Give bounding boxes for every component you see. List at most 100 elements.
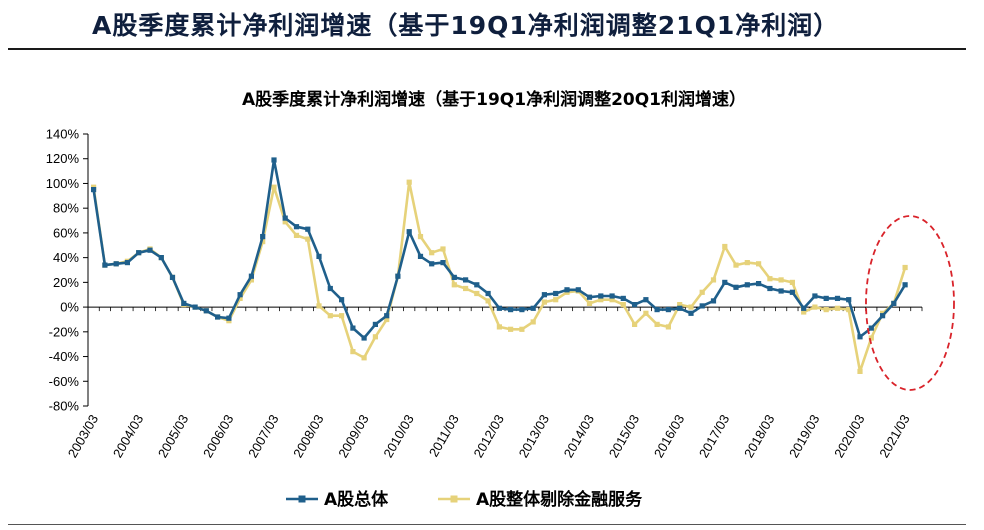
data-point — [598, 293, 604, 299]
x-tick-label: 2019/03 — [786, 412, 822, 460]
data-point — [857, 334, 863, 340]
data-point — [891, 300, 897, 306]
data-point — [677, 305, 683, 311]
data-point — [417, 234, 424, 240]
data-point — [801, 309, 807, 315]
data-point — [722, 279, 728, 285]
data-point — [801, 305, 807, 311]
data-point — [372, 321, 378, 327]
data-point — [902, 282, 908, 288]
data-point — [215, 314, 221, 320]
data-point — [339, 313, 345, 319]
data-point — [688, 304, 694, 310]
data-point — [417, 253, 424, 259]
data-point — [451, 274, 457, 280]
data-point — [632, 321, 638, 327]
x-tick-label: 2003/03 — [65, 412, 101, 460]
data-point — [823, 295, 829, 301]
data-point — [316, 303, 322, 309]
data-point — [474, 290, 480, 297]
data-point — [756, 281, 762, 287]
x-tick-label: 2016/03 — [651, 412, 687, 460]
y-tick-label: 60% — [53, 225, 79, 240]
legend-label-2: A股整体剔除金融服务 — [476, 489, 643, 510]
x-tick-label: 2014/03 — [561, 412, 597, 460]
data-point — [350, 349, 356, 355]
data-point — [361, 335, 367, 341]
data-point — [620, 302, 626, 308]
data-point — [767, 276, 773, 282]
data-point — [496, 305, 502, 311]
data-point — [463, 285, 469, 292]
data-point — [406, 229, 412, 235]
data-point — [586, 300, 593, 306]
legend-label-1: A股总体 — [324, 489, 389, 510]
data-point — [756, 261, 762, 267]
data-point — [327, 313, 333, 319]
data-point — [463, 277, 469, 283]
data-point — [429, 250, 435, 256]
data-point — [384, 313, 390, 319]
data-point — [384, 316, 390, 323]
legend: A股总体 A股整体剔除金融服务 — [286, 489, 643, 510]
data-point — [136, 250, 142, 256]
data-point — [553, 297, 559, 303]
data-point — [665, 307, 671, 313]
y-tick-label: 100% — [46, 176, 80, 191]
data-point — [609, 293, 615, 299]
data-point — [688, 310, 694, 316]
data-point — [789, 289, 795, 295]
data-point — [553, 290, 559, 297]
data-point — [586, 294, 593, 300]
series-2 — [91, 179, 908, 374]
data-point — [181, 300, 187, 306]
data-point — [316, 253, 322, 259]
data-point — [677, 302, 683, 308]
data-point — [722, 243, 728, 250]
data-point — [271, 184, 277, 190]
data-point — [789, 279, 795, 285]
bottom-divider — [8, 524, 966, 525]
data-point — [744, 282, 750, 288]
series-layer — [91, 157, 908, 374]
data-point — [293, 232, 300, 238]
data-point — [699, 303, 705, 309]
data-point — [541, 299, 547, 305]
series-line-1 — [92, 158, 907, 340]
data-point — [237, 292, 243, 298]
data-point — [823, 307, 829, 313]
data-point — [327, 285, 333, 292]
data-point — [575, 287, 581, 293]
data-point — [868, 325, 874, 331]
data-point — [710, 298, 717, 304]
data-point — [372, 334, 378, 340]
data-point — [643, 310, 649, 316]
x-tick-label: 2004/03 — [110, 412, 146, 460]
data-point — [710, 277, 717, 283]
data-point — [429, 261, 435, 267]
data-point — [508, 326, 514, 332]
x-tick-label: 2021/03 — [876, 412, 912, 460]
data-point — [902, 264, 908, 271]
x-tick-label: 2010/03 — [380, 412, 416, 460]
y-tick-label: 40% — [53, 250, 79, 265]
x-tick-label: 2015/03 — [606, 412, 642, 460]
data-point — [147, 247, 153, 253]
data-point — [293, 224, 300, 230]
data-point — [271, 157, 277, 163]
data-point — [744, 260, 750, 266]
data-point — [496, 324, 502, 330]
x-tick-label: 2007/03 — [245, 412, 281, 460]
data-point — [846, 307, 852, 313]
data-point — [654, 307, 660, 313]
data-point — [440, 260, 446, 266]
data-point — [834, 295, 841, 301]
data-point — [203, 308, 209, 314]
data-point — [812, 293, 818, 299]
series-line-2 — [92, 180, 907, 373]
data-point — [564, 287, 570, 293]
data-point — [733, 262, 739, 268]
data-point — [643, 297, 649, 303]
data-point — [260, 234, 266, 240]
